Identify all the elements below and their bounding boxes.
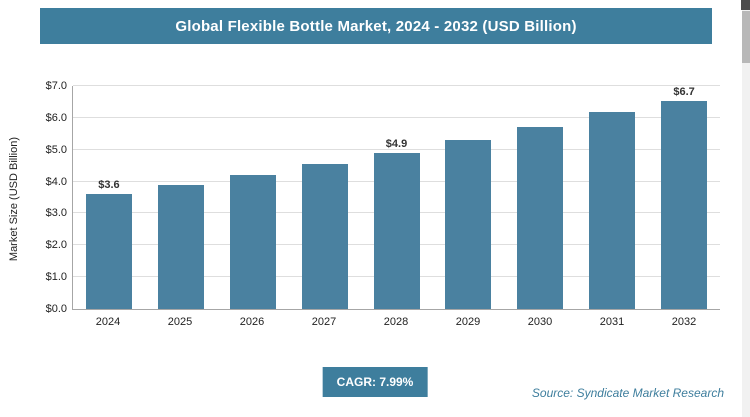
cagr-label: CAGR: 7.99%: [336, 375, 414, 389]
scrollbar-thumb[interactable]: [742, 11, 750, 63]
bar-slot-2030: [504, 86, 576, 309]
x-axis-labels: 2024 2025 2026 2027 2028 2029 2030 2031 2032: [72, 316, 720, 328]
bar-slot-2029: [432, 86, 504, 309]
bar-2031[interactable]: [589, 111, 636, 309]
scrollbar-corner: [741, 0, 750, 10]
bars-row: $3.6 $4.9 $6.7: [73, 86, 720, 309]
scrollbar-track[interactable]: [741, 0, 750, 417]
bar-2028[interactable]: [373, 152, 420, 309]
bar-2025[interactable]: [157, 184, 204, 309]
x-tick-label-2026: 2026: [239, 316, 265, 328]
y-tick-label: $2.0: [45, 239, 67, 252]
y-axis-title: Market Size (USD Billion): [8, 136, 20, 262]
gridline: [73, 116, 720, 118]
gridline: [73, 85, 720, 86]
x-tick-label-2025: 2025: [167, 316, 193, 328]
cagr-badge: CAGR: 7.99%: [322, 367, 428, 397]
x-tick-label-2029: 2029: [455, 316, 481, 328]
x-tick-label-2030: 2030: [527, 316, 553, 328]
y-tick-label: $1.0: [45, 271, 67, 284]
gridline: [73, 148, 720, 150]
bar-2027[interactable]: [301, 164, 348, 309]
chart-title-banner: Global Flexible Bottle Market, 2024 - 20…: [40, 8, 712, 44]
bar-value-label-2028: $4.9: [385, 137, 408, 150]
bar-slot-2028: $4.9: [361, 86, 433, 309]
bar-value-label-2032: $6.7: [673, 86, 695, 98]
bar-2026[interactable]: [229, 175, 276, 309]
y-tick-label: $4.0: [45, 175, 67, 188]
y-tick-label: $5.0: [45, 143, 67, 156]
bar-slot-2027: [289, 86, 361, 309]
x-tick-label-2031: 2031: [599, 316, 625, 328]
y-tick-label: $0.0: [45, 303, 67, 315]
plot-area: $0.0 $1.0 $2.0 $3.0 $4.0 $5.0 $6.0 $7.0 $3.6 $4.9…: [46, 80, 720, 315]
bar-slot-2032: $6.7: [648, 86, 720, 309]
bar-slot-2024: $3.6: [73, 86, 145, 309]
x-tick-label-2027: 2027: [311, 316, 337, 328]
x-tick-label-2024: 2024: [95, 316, 121, 328]
source-credit: Source: Syndicate Market Research: [531, 386, 724, 400]
y-tick-label: $6.0: [45, 111, 67, 124]
chart-area: $0.0 $1.0 $2.0 $3.0 $4.0 $5.0 $6.0 $7.0 $3.6 $4.9…: [46, 80, 720, 315]
x-tick-label-2028: 2028: [383, 316, 409, 328]
bar-2030[interactable]: [517, 127, 564, 309]
y-axis-title-wrap: Market Size (USD Billion): [6, 85, 22, 313]
chart-title: Global Flexible Bottle Market, 2024 - 20…: [175, 17, 577, 35]
bar-slot-2026: [217, 86, 289, 309]
bar-value-label-2024: $3.6: [98, 179, 120, 192]
x-tick-label-2032: 2032: [671, 316, 697, 328]
bar-2029[interactable]: [445, 140, 492, 309]
bar-slot-2025: [145, 86, 217, 309]
bar-2032[interactable]: [661, 101, 708, 309]
y-tick-label: $3.0: [45, 207, 67, 220]
y-tick-label: $7.0: [45, 80, 67, 92]
bar-2024[interactable]: [85, 194, 132, 309]
bar-slot-2031: [576, 86, 648, 309]
